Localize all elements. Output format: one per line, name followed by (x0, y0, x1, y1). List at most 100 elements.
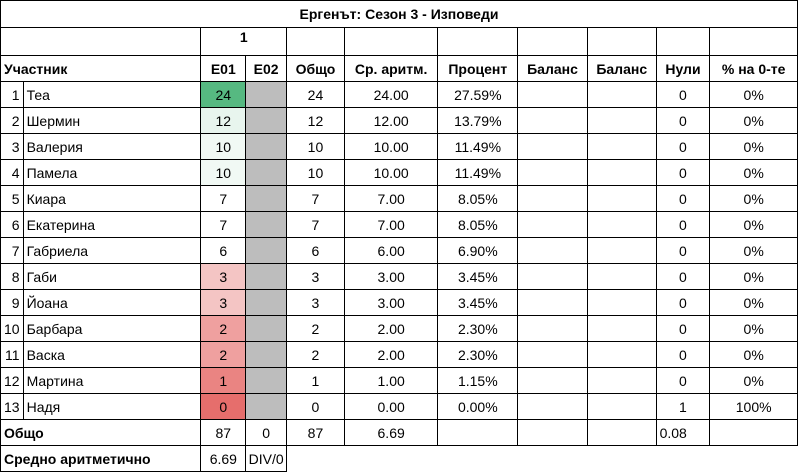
total-score: 24 (286, 81, 345, 108)
balance-1 (517, 133, 588, 160)
e02-score (245, 263, 288, 290)
balance-2 (586, 107, 657, 134)
zero-percent: 0% (709, 159, 798, 186)
average-row: Средно аритметично 6.69 DIV/0 (0, 445, 798, 472)
percent-score: 6.90% (437, 237, 519, 264)
header-percent: Процент (437, 55, 519, 82)
table-row: 2 Шермин 12 12 12.00 13.79% 0 0% (0, 107, 798, 134)
table-row: 11 Васка 2 2 2.00 2.30% 0 0% (0, 341, 798, 368)
participant-name: Киара (22, 185, 202, 212)
balance-1 (517, 211, 588, 238)
zero-percent: 0% (709, 211, 798, 238)
e02-score (245, 81, 288, 108)
balance-2 (586, 393, 657, 420)
balance-2 (586, 315, 657, 342)
e02-score (245, 237, 288, 264)
zero-percent: 0% (709, 315, 798, 342)
zeros-count: 0 (655, 211, 711, 238)
average-score: 10.00 (343, 133, 439, 160)
percent-score: 11.49% (437, 159, 519, 186)
e01-score: 1 (200, 367, 247, 394)
zeros-count: 0 (655, 289, 711, 316)
header-balance-2: Баланс (586, 55, 657, 82)
total-score: 7 (286, 185, 345, 212)
table-row: 9 Йоана 3 3 3.00 3.45% 0 0% (0, 289, 798, 316)
group-label: 1 (200, 27, 288, 56)
percent-score: 27.59% (437, 81, 519, 108)
e01-score: 12 (200, 107, 247, 134)
zeros-count: 0 (655, 263, 711, 290)
average-score: 1.00 (343, 367, 439, 394)
participant-name: Барбара (22, 315, 202, 342)
table-row: 10 Барбара 2 2 2.00 2.30% 0 0% (0, 315, 798, 342)
totals-balance-2 (586, 419, 657, 446)
average-label: Средно аритметично (0, 445, 202, 472)
total-score: 10 (286, 133, 345, 160)
header-e02: E02 (245, 55, 288, 82)
percent-score: 11.49% (437, 133, 519, 160)
table-row: 1 Теа 24 24 24.00 27.59% 0 0% (0, 81, 798, 108)
e02-score (245, 185, 288, 212)
total-score: 6 (286, 237, 345, 264)
e02-score (245, 341, 288, 368)
participant-name: Памела (22, 159, 202, 186)
row-number: 10 (0, 315, 24, 342)
e01-score: 10 (200, 159, 247, 186)
zero-percent: 0% (709, 133, 798, 160)
balance-2 (586, 263, 657, 290)
zero-percent: 0% (709, 237, 798, 264)
zeros-count: 0 (655, 133, 711, 160)
zero-percent: 0% (709, 341, 798, 368)
zero-percent: 0% (709, 185, 798, 212)
participant-name: Надя (22, 393, 202, 420)
average-score: 3.00 (343, 289, 439, 316)
percent-score: 3.45% (437, 263, 519, 290)
row-number: 7 (0, 237, 24, 264)
participant-name: Шермин (22, 107, 202, 134)
balance-2 (586, 367, 657, 394)
zero-percent: 0% (709, 289, 798, 316)
header-zero-percent: % на 0-те (709, 55, 798, 82)
row-number: 11 (0, 341, 24, 368)
zeros-count: 0 (655, 367, 711, 394)
balance-1 (517, 185, 588, 212)
balance-1 (517, 341, 588, 368)
percent-score: 3.45% (437, 289, 519, 316)
average-score: 24.00 (343, 81, 439, 108)
table-row: 12 Мартина 1 1 1.00 1.15% 0 0% (0, 367, 798, 394)
balance-1 (517, 263, 588, 290)
e01-score: 6 (200, 237, 247, 264)
row-number: 6 (0, 211, 24, 238)
totals-zeros: 0.08 (655, 419, 711, 446)
zeros-count: 0 (655, 341, 711, 368)
totals-e02: 0 (245, 419, 288, 446)
participant-name: Екатерина (22, 211, 202, 238)
zeros-count: 0 (655, 315, 711, 342)
e02-score (245, 107, 288, 134)
average-e01: 6.69 (200, 445, 247, 472)
average-e02: DIV/0 (245, 445, 288, 472)
zero-percent: 0% (709, 81, 798, 108)
zero-percent: 0% (709, 367, 798, 394)
totals-average: 6.69 (343, 419, 439, 446)
header-zeros: Нули (655, 55, 711, 82)
table-row: 3 Валерия 10 10 10.00 11.49% 0 0% (0, 133, 798, 160)
totals-e01: 87 (200, 419, 247, 446)
percent-score: 1.15% (437, 367, 519, 394)
percent-score: 8.05% (437, 185, 519, 212)
header-participant: Участник (0, 55, 202, 82)
participant-name: Теа (22, 81, 202, 108)
totals-row: Общо 87 0 87 6.69 0.08 (0, 419, 798, 446)
row-number: 4 (0, 159, 24, 186)
row-number: 2 (0, 107, 24, 134)
percent-score: 8.05% (437, 211, 519, 238)
average-score: 2.00 (343, 315, 439, 342)
zeros-count: 0 (655, 107, 711, 134)
balance-2 (586, 81, 657, 108)
totals-label: Общо (0, 419, 202, 446)
percent-score: 2.30% (437, 315, 519, 342)
balance-1 (517, 289, 588, 316)
average-score: 7.00 (343, 185, 439, 212)
zeros-count: 0 (655, 185, 711, 212)
balance-2 (586, 211, 657, 238)
